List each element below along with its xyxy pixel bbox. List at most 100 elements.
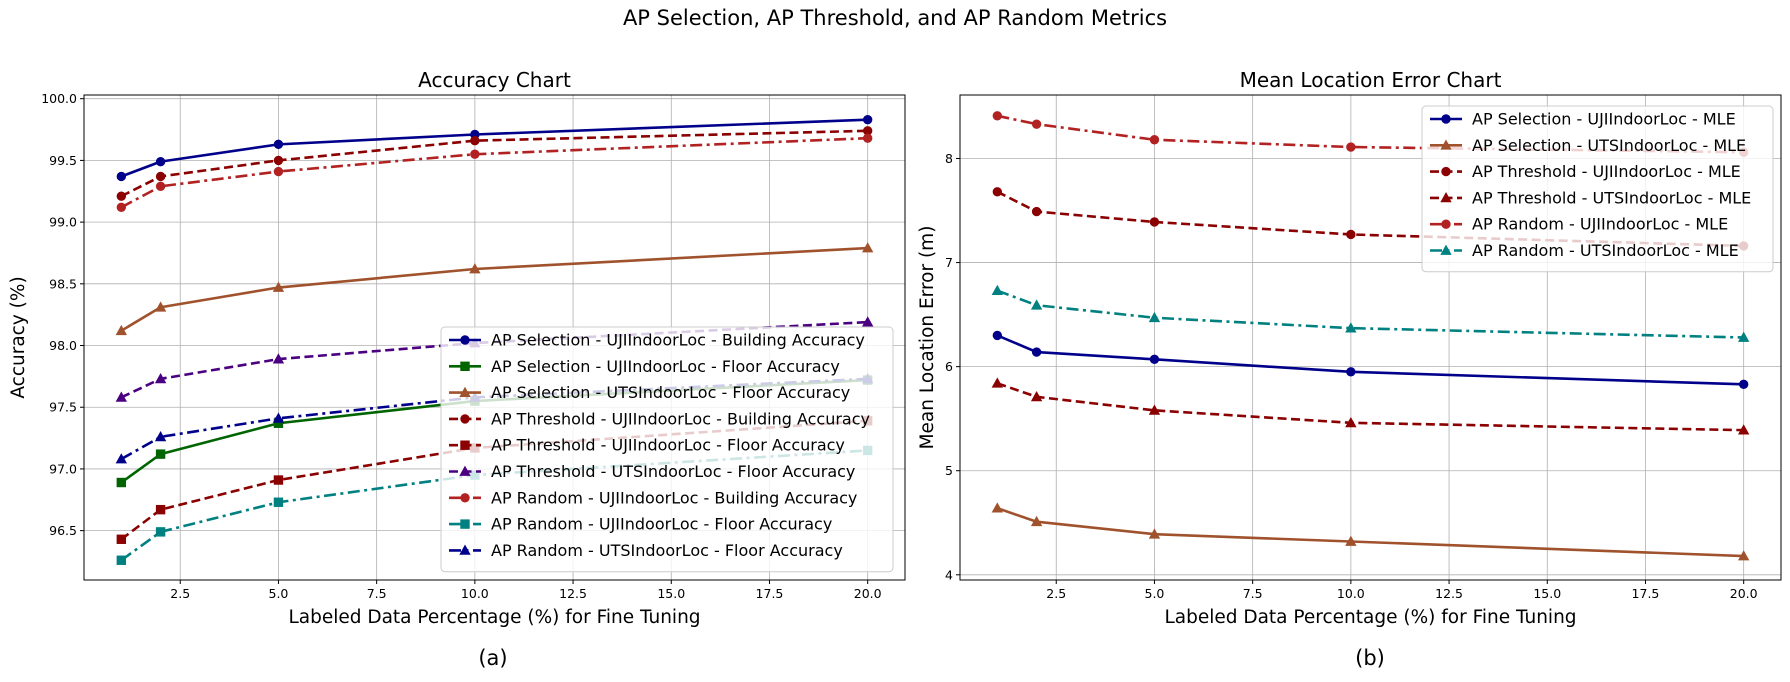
accuracy-legend-label-5: AP Threshold - UTSIndoorLoc - Floor Accu…	[491, 462, 855, 481]
accuracy-point-5-0	[115, 391, 127, 402]
accuracy-axes-frame	[83, 94, 906, 581]
accuracy-series-ap-threshold-ujiindoorloc-building-accuracy	[116, 126, 873, 201]
accuracy-point-3-3	[470, 135, 480, 146]
mle-x-axis-label: Labeled Data Percentage (%) for Fine Tun…	[1164, 607, 1576, 628]
accuracy-point-7-0	[116, 555, 127, 565]
mle-point-3-4	[1738, 424, 1750, 435]
mle-legend-label-2: AP Threshold - UJIIndoorLoc - MLE	[1472, 162, 1741, 181]
accuracy-xtick-label-6: 17.5	[756, 586, 784, 601]
mle-ytick-label-3: 7	[945, 255, 953, 270]
accuracy-point-2-0	[115, 324, 127, 336]
accuracy-series-ap-random-ujiindoorloc-building-accuracy	[116, 133, 873, 213]
mle-xtick-label-2: 7.5	[1243, 586, 1263, 601]
accuracy-point-2-2	[272, 281, 285, 292]
mle-xtick-label-6: 17.5	[1632, 586, 1660, 601]
accuracy-point-0-4	[862, 114, 873, 125]
accuracy-y-axis-label: Accuracy (%)	[8, 276, 29, 398]
accuracy-point-3-2	[273, 155, 284, 166]
mle-point-5-3	[1345, 322, 1357, 333]
mle-point-3-3	[1345, 416, 1357, 428]
accuracy-point-2-4	[862, 242, 874, 253]
accuracy-point-3-1	[155, 171, 166, 182]
mle-point-1-2	[1148, 528, 1161, 539]
mle-point-3-2	[1148, 404, 1161, 415]
mle-legend: AP Selection - UJIIndoorLoc - MLE AP Sele…	[1421, 105, 1774, 273]
accuracy-point-3-0	[116, 191, 127, 201]
accuracy-legend: AP Selection - UJIIndoorLoc - Building A…	[440, 326, 894, 573]
accuracy-legend-marker-0	[460, 335, 470, 345]
mle-ytick-label-4: 8	[945, 151, 953, 166]
accuracy-point-7-2	[273, 497, 284, 507]
accuracy-point-6-1	[155, 181, 166, 192]
accuracy-point-2-3	[469, 263, 481, 274]
accuracy-xtick-label-0: 2.5	[170, 586, 190, 601]
accuracy-legend-marker-3	[460, 414, 470, 424]
mle-point-3-1	[1030, 390, 1043, 402]
accuracy-series-line-8	[120, 377, 868, 461]
mle-xtick-label-1: 5.0	[1145, 586, 1165, 601]
accuracy-legend-frame	[440, 326, 894, 573]
mle-legend-marker-0	[1441, 114, 1451, 124]
mle-point-1-4	[1738, 550, 1750, 561]
accuracy-point-6-2	[273, 166, 284, 177]
mle-point-5-4	[1738, 331, 1750, 342]
mle-point-5-2	[1148, 311, 1161, 323]
accuracy-ytick-label-4: 98.5	[49, 276, 77, 291]
accuracy-point-8-1	[154, 430, 167, 442]
accuracy-point-4-2	[273, 475, 284, 485]
mle-series-ap-random-utsindoorloc-mle	[991, 284, 1750, 342]
accuracy-point-6-3	[470, 149, 480, 159]
mle-series-ap-selection-ujiindoorloc-mle	[992, 330, 1749, 390]
accuracy-ytick-label-2: 97.5	[49, 400, 77, 415]
mle-series-line-3	[996, 382, 1744, 432]
accuracy-x-axis-label: Labeled Data Percentage (%) for Fine Tun…	[288, 607, 700, 628]
accuracy-legend-marker-5	[459, 465, 471, 476]
accuracy-series-ap-selection-utsindoorloc-floor-accuracy	[115, 242, 874, 336]
accuracy-point-4-1	[155, 504, 166, 515]
accuracy-xtick-label-3: 10.0	[461, 586, 489, 601]
accuracy-legend-label-8: AP Random - UTSIndoorLoc - Floor Accurac…	[491, 541, 843, 560]
accuracy-point-5-4	[862, 316, 874, 327]
accuracy-ytick-label-6: 99.5	[49, 153, 77, 168]
accuracy-point-1-0	[116, 477, 127, 488]
accuracy-xtick-label-7: 20.0	[854, 586, 882, 601]
mle-xtick-label-4: 12.5	[1435, 586, 1463, 601]
mle-point-1-0	[991, 502, 1003, 513]
accuracy-point-8-0	[115, 453, 127, 464]
mle-point-0-4	[1738, 379, 1749, 390]
mle-legend-label-1: AP Selection - UTSIndoorLoc - MLE	[1472, 136, 1746, 155]
mle-xtick-label-5: 15.0	[1533, 586, 1561, 601]
mle-point-1-3	[1345, 535, 1357, 546]
mle-point-4-1	[1031, 119, 1042, 129]
accuracy-ytick-label-0: 96.5	[49, 523, 77, 538]
mle-point-0-3	[1346, 367, 1356, 377]
mle-y-axis-label: Mean Location Error (m)	[917, 226, 938, 450]
accuracy-ytick-label-7: 100.0	[41, 91, 77, 106]
mle-series-line-1	[996, 506, 1744, 558]
panel-label-a: (a)	[478, 646, 508, 670]
accuracy-legend-marker-7	[460, 519, 470, 529]
accuracy-legend-label-6: AP Random - UJIIndoorLoc - Building Accu…	[491, 488, 857, 507]
mle-xtick-label-0: 2.5	[1046, 586, 1066, 601]
accuracy-point-8-2	[272, 412, 285, 423]
mle-legend-label-5: AP Random - UTSIndoorLoc - MLE	[1472, 241, 1739, 260]
mle-ytick-label-2: 6	[945, 359, 953, 374]
mle-legend-marker-4	[1441, 219, 1451, 229]
mle-point-0-0	[992, 330, 1003, 341]
accuracy-point-0-1	[155, 156, 166, 167]
accuracy-legend-marker-2	[459, 386, 471, 397]
accuracy-title: Accuracy Chart	[418, 68, 571, 92]
figure-suptitle: AP Selection, AP Threshold, and AP Rando…	[622, 6, 1168, 30]
accuracy-point-0-2	[273, 139, 284, 150]
accuracy-legend-label-1: AP Selection - UJIIndoorLoc - Floor Accu…	[491, 357, 840, 376]
mle-point-1-1	[1030, 515, 1043, 527]
mle-xtick-label-3: 10.0	[1337, 586, 1365, 601]
accuracy-point-6-4	[862, 133, 873, 143]
mle-legend-marker-5	[1440, 244, 1452, 255]
mle-ytick-label-0: 4	[945, 567, 953, 582]
mle-series-line-0	[996, 334, 1744, 386]
accuracy-point-1-1	[155, 449, 166, 459]
accuracy-legend-marker-6	[460, 493, 470, 503]
mle-legend-marker-3	[1440, 192, 1452, 203]
